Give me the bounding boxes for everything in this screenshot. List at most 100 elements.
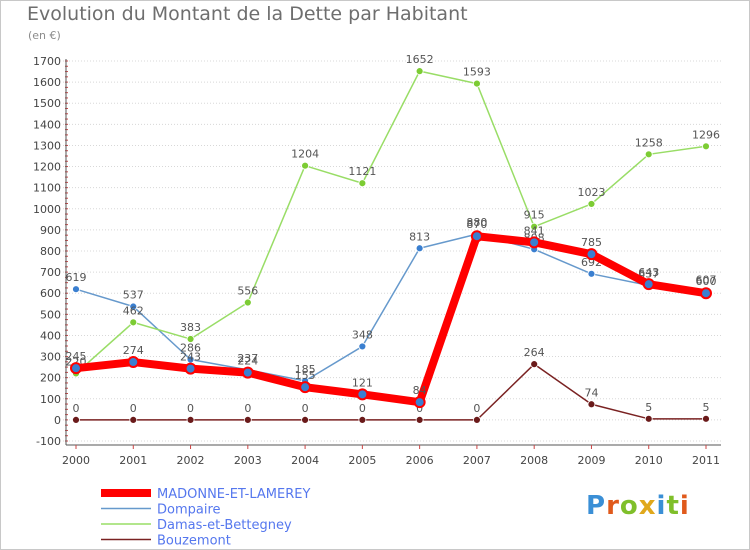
logo-letter: x: [638, 491, 657, 521]
data-label-dompaire: 237: [237, 352, 258, 365]
data-label-damas-et-bettegney: 1204: [291, 148, 319, 161]
data-point-madonne-et-lamerey: [241, 366, 254, 379]
y-tick-label: 800: [40, 245, 61, 258]
data-label-dompaire: 607: [696, 274, 717, 287]
data-label-damas-et-bettegney: 1593: [463, 66, 491, 79]
data-label-damas-et-bettegney: 383: [180, 321, 201, 334]
data-label-damas-et-bettegney: 1258: [635, 136, 663, 149]
data-label-bouzemont: 74: [584, 386, 598, 399]
x-tick-label: 2008: [520, 454, 548, 467]
data-point-damas-et-bettegney: [587, 200, 596, 208]
y-tick-label: 1200: [33, 161, 61, 174]
y-tick-label: 0: [54, 414, 61, 427]
logo-letter: o: [619, 491, 639, 521]
x-tick-label: 2004: [291, 454, 319, 467]
data-label-madonne-et-lamerey: 600: [696, 275, 717, 288]
series-line-damas-et-bettegney: [75, 70, 707, 375]
data-point-damas-et-bettegney: [530, 222, 539, 231]
data-label-damas-et-bettegney: 1296: [692, 128, 720, 141]
y-tick-label: 1700: [33, 55, 61, 68]
legend-label-damas-et-bettegney: Damas-et-Bettegney: [157, 518, 292, 533]
data-point-damas-et-bettegney: [129, 318, 138, 327]
data-label-damas-et-bettegney: 462: [123, 304, 144, 317]
data-label-bouzemont: 0: [187, 402, 194, 415]
data-point-damas-et-bettegney: [644, 150, 653, 159]
data-point-madonne-et-lamerey: [585, 248, 598, 261]
series-line-madonne-et-lamerey: [72, 232, 710, 407]
data-label-bouzemont: 0: [473, 402, 480, 415]
data-point-madonne-et-lamerey: [642, 278, 655, 291]
data-label-madonne-et-lamerey: 274: [123, 344, 144, 357]
data-point-bouzemont: [587, 400, 596, 409]
legend-label-dompaire: Dompaire: [157, 503, 221, 518]
y-tick-label: 1400: [33, 118, 61, 131]
data-label-madonne-et-lamerey: 155: [295, 369, 316, 382]
x-tick-label: 2011: [692, 454, 720, 467]
data-point-damas-et-bettegney: [243, 298, 252, 307]
y-tick-label: 100: [40, 393, 61, 406]
data-label-dompaire: 286: [180, 342, 201, 355]
logo-letter: t: [666, 491, 680, 521]
data-point-bouzemont: [530, 360, 539, 369]
data-label-bouzemont: 0: [244, 402, 251, 415]
legend-label-bouzemont: Bouzemont: [157, 534, 231, 549]
data-point-bouzemont: [415, 415, 424, 424]
data-label-bouzemont: 5: [703, 401, 710, 414]
x-tick-label: 2010: [635, 454, 663, 467]
logo-letter: r: [606, 491, 620, 521]
data-point-madonne-et-lamerey: [184, 362, 197, 375]
data-label-madonne-et-lamerey: 785: [581, 236, 602, 249]
series-line-bouzemont: [75, 363, 707, 421]
data-point-damas-et-bettegney: [702, 142, 710, 151]
data-label-madonne-et-lamerey: 870: [466, 218, 487, 231]
y-tick-label: 1500: [33, 97, 61, 110]
data-label-madonne-et-lamerey: 245: [66, 350, 87, 363]
logo-letter: i: [679, 491, 690, 521]
y-tick-label: 400: [40, 329, 61, 342]
y-tick-label: 500: [40, 308, 61, 321]
data-point-madonne-et-lamerey: [470, 230, 483, 243]
data-label-dompaire: 537: [123, 289, 144, 302]
data-point-bouzemont: [72, 415, 80, 424]
data-label-bouzemont: 0: [130, 402, 137, 415]
y-tick-label: 900: [40, 224, 61, 237]
data-point-bouzemont: [702, 414, 710, 423]
data-point-damas-et-bettegney: [301, 161, 309, 170]
data-point-bouzemont: [473, 415, 481, 424]
data-label-damas-et-bettegney: 556: [237, 285, 258, 298]
series-line-dompaire: [75, 233, 707, 382]
x-tick-label: 2007: [463, 454, 491, 467]
y-tick-label: 1300: [33, 139, 61, 152]
data-point-madonne-et-lamerey: [299, 381, 312, 394]
proxiti-logo: Proxiti: [586, 491, 690, 521]
data-label-dompaire: 619: [66, 271, 87, 284]
data-label-bouzemont: 5: [645, 401, 652, 414]
data-label-madonne-et-lamerey: 643: [638, 266, 659, 279]
data-label-dompaire: 185: [295, 363, 316, 376]
x-tick-label: 2006: [406, 454, 434, 467]
data-point-bouzemont: [129, 415, 138, 424]
data-point-bouzemont: [358, 415, 367, 424]
x-tick-label: 2009: [577, 454, 605, 467]
data-point-dompaire: [358, 342, 367, 351]
data-point-dompaire: [72, 285, 80, 294]
y-tick-label: 300: [40, 351, 61, 364]
legend-label-madonne-et-lamerey: MADONNE-ET-LAMEREY: [157, 487, 310, 502]
data-point-bouzemont: [644, 414, 653, 423]
x-tick-label: 2002: [177, 454, 205, 467]
data-label-bouzemont: 0: [359, 402, 366, 415]
data-point-madonne-et-lamerey: [413, 396, 426, 409]
data-point-dompaire: [415, 244, 424, 253]
x-tick-label: 2005: [348, 454, 376, 467]
y-tick-label: 1600: [33, 76, 61, 89]
y-tick-label: 1100: [33, 182, 61, 195]
y-tick-label: -100: [36, 435, 61, 448]
data-point-dompaire: [129, 302, 138, 311]
data-point-dompaire: [587, 269, 596, 278]
data-point-bouzemont: [186, 415, 195, 424]
data-point-madonne-et-lamerey: [356, 388, 369, 401]
data-label-madonne-et-lamerey: 121: [352, 376, 373, 389]
x-tick-label: 2001: [119, 454, 147, 467]
chart-title: Evolution du Montant de la Dette par Hab…: [27, 3, 468, 25]
data-label-bouzemont: 0: [302, 402, 309, 415]
